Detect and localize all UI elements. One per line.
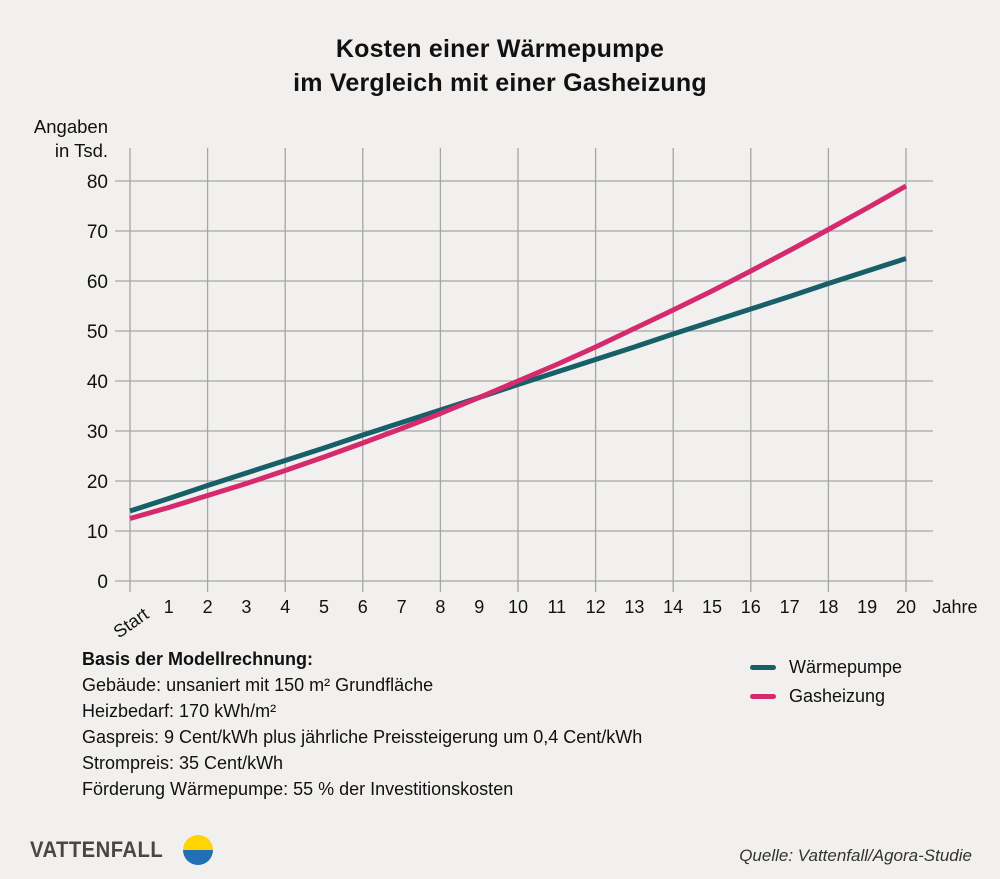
assumption-foerderung: Förderung Wärmepumpe: 55 % der Investiti… xyxy=(82,779,514,799)
vattenfall-logo: VATTENFALL xyxy=(30,835,213,865)
x-tick-label: 13 xyxy=(624,597,644,617)
x-tick-label: 7 xyxy=(397,597,407,617)
x-tick-label: 3 xyxy=(241,597,251,617)
x-tick-label: 4 xyxy=(280,597,290,617)
x-tick-label: 19 xyxy=(857,597,877,617)
x-tick-label: 9 xyxy=(474,597,484,617)
y-axis-caption-line1: Angaben xyxy=(33,116,108,137)
x-axis-unit-label: Jahre xyxy=(932,597,977,617)
gasheizung-line-swatch xyxy=(750,694,776,699)
x-tick-label: 17 xyxy=(780,597,800,617)
x-tick-label-start: Start xyxy=(110,604,153,642)
legend-item-waermepumpe: Wärmepumpe xyxy=(750,653,902,682)
assumption-strompreis: Strompreis: 35 Cent/kWh xyxy=(82,753,284,773)
legend-item-gasheizung: Gasheizung xyxy=(750,682,902,711)
x-tick-label: 11 xyxy=(547,597,566,617)
x-tick-label: 16 xyxy=(741,597,761,617)
y-axis-caption-line2: in Tsd. xyxy=(54,140,108,161)
y-tick-label: 80 xyxy=(87,172,108,193)
y-tick-label: 0 xyxy=(97,572,108,593)
x-tick-label: 20 xyxy=(896,597,916,617)
x-tick-label: 12 xyxy=(586,597,606,617)
y-tick-label: 70 xyxy=(87,222,108,243)
page-title-line1: Kosten einer Wärmepumpe xyxy=(335,35,665,63)
x-tick-label: 10 xyxy=(508,597,528,617)
x-tick-label: 8 xyxy=(435,597,445,617)
series-line-waermepumpe xyxy=(129,256,907,514)
x-tick-label: 6 xyxy=(358,597,368,617)
y-tick-label: 10 xyxy=(87,522,108,543)
x-tick-label: 14 xyxy=(663,597,683,617)
model-assumptions-heading: Basis der Modellrechnung: xyxy=(82,649,314,669)
assumption-gebaeude: Gebäude: unsaniert mit 150 m² Grundfläch… xyxy=(82,675,434,695)
vattenfall-wordmark: VATTENFALL xyxy=(30,837,164,862)
vattenfall-circle-icon xyxy=(182,835,213,865)
assumption-heizbedarf: Heizbedarf: 170 kWh/m² xyxy=(82,701,277,721)
y-tick-label: 20 xyxy=(87,472,108,493)
x-tick-label: 15 xyxy=(702,597,722,617)
y-tick-label: 40 xyxy=(87,372,108,393)
y-tick-label: 50 xyxy=(87,322,108,343)
x-tick-label: 18 xyxy=(818,597,838,617)
y-axis-caption: Angaben in Tsd. xyxy=(0,115,108,163)
x-tick-label: 5 xyxy=(319,597,329,617)
page-title: Kosten einer Wärmepumpe im Vergleich mit… xyxy=(0,32,1000,100)
model-assumptions: Basis der Modellrechnung: Gebäude: unsan… xyxy=(82,646,642,802)
x-tick-label: 1 xyxy=(164,597,174,617)
page-title-line2: im Vergleich mit einer Gasheizung xyxy=(293,69,707,97)
legend-label-gasheizung: Gasheizung xyxy=(789,686,886,706)
legend-label-waermepumpe: Wärmepumpe xyxy=(789,657,903,677)
chart-legend: Wärmepumpe Gasheizung xyxy=(750,653,902,711)
y-tick-label: 60 xyxy=(87,272,108,293)
x-tick-label: 2 xyxy=(203,597,213,617)
series-line-gasheizung xyxy=(129,183,908,521)
waermepumpe-line-swatch xyxy=(750,665,776,670)
y-tick-label: 30 xyxy=(87,422,108,443)
assumption-gaspreis: Gaspreis: 9 Cent/kWh plus jährliche Prei… xyxy=(82,727,643,747)
source-credit: Quelle: Vattenfall/Agora-Studie xyxy=(739,846,972,865)
